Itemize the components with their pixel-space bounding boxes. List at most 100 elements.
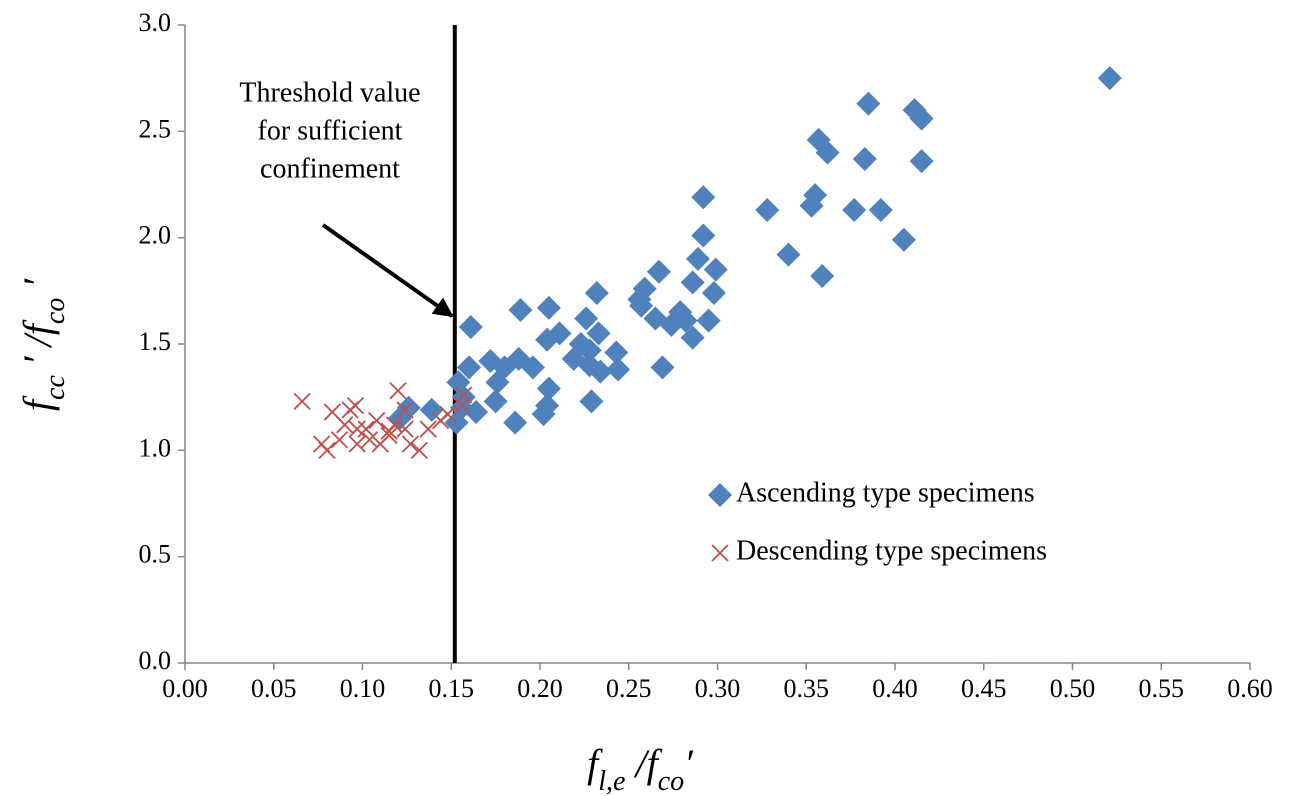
data-point [348, 420, 366, 438]
xlabel-part: co [658, 766, 684, 796]
legend-label: Descending type specimens [736, 535, 1047, 566]
data-point [485, 370, 510, 395]
x-tick-label: 0.60 [1227, 674, 1273, 703]
data-point [868, 198, 893, 223]
ylabel: fcc ′ /fco ′ [15, 278, 71, 411]
x-tick-label: 0.30 [695, 674, 741, 703]
data-point [330, 431, 349, 449]
x-tick-label: 0.20 [517, 674, 563, 703]
data-point [531, 402, 556, 427]
xlabel-part: l,e [598, 766, 625, 796]
x-tick-label: 0.45 [961, 674, 1007, 703]
y-tick-label: 1.0 [139, 433, 172, 462]
legend-label: Ascending type specimens [736, 477, 1035, 508]
data-point [346, 397, 365, 415]
x-tick-label: 0.05 [251, 674, 297, 703]
data-point [348, 435, 366, 453]
ylabel-part: co [40, 298, 71, 324]
data-point [691, 223, 716, 248]
data-point [457, 355, 481, 380]
data-point [776, 242, 801, 267]
data-point [455, 386, 473, 404]
data-point [483, 389, 508, 414]
ylabel-part: ′ /f [15, 319, 60, 375]
data-point [536, 295, 561, 320]
xlabel-part: ′ [684, 741, 694, 786]
data-point [293, 392, 311, 411]
data-point [680, 325, 705, 350]
xlabel: fl,e /fco′ [587, 741, 694, 796]
x-tick-label: 0.35 [784, 674, 830, 703]
legend-marker [711, 544, 729, 562]
ylabel-part: ′ [15, 278, 60, 298]
data-point [810, 263, 835, 288]
data-point [419, 397, 444, 422]
data-point [696, 308, 721, 333]
x-tick-label: 0.10 [340, 674, 386, 703]
x-tick-label: 0.25 [606, 674, 652, 703]
y-tick-label: 0.0 [139, 646, 172, 675]
data-point [396, 420, 414, 438]
data-point [368, 411, 386, 430]
data-point [419, 420, 437, 438]
data-point [856, 91, 881, 116]
data-point [410, 441, 428, 459]
data-point [842, 198, 867, 223]
data-point [451, 385, 476, 410]
data-point [701, 280, 726, 305]
data-point [668, 300, 693, 325]
legend-marker [708, 483, 732, 507]
data-point [755, 198, 780, 223]
data-point [579, 389, 604, 414]
data-point [586, 321, 611, 346]
data-point [396, 401, 414, 419]
data-point [584, 280, 609, 305]
y-tick-label: 2.5 [139, 114, 172, 143]
data-point [588, 359, 613, 384]
data-point [799, 193, 824, 218]
data-point [380, 422, 398, 440]
data-point [453, 397, 471, 415]
data-point [646, 259, 671, 284]
x-tick-label: 0.50 [1050, 674, 1096, 703]
data-point [685, 246, 710, 271]
data-point [535, 327, 560, 352]
data-point [680, 270, 705, 295]
y-tick-label: 1.5 [139, 327, 172, 356]
data-point [629, 293, 654, 318]
data-point [577, 338, 602, 363]
x-tick-label: 0.40 [872, 674, 918, 703]
data-point [503, 410, 528, 435]
y-tick-label: 3.0 [139, 8, 172, 37]
annotation-arrow [321, 223, 454, 318]
data-point [336, 416, 354, 434]
data-point [357, 420, 375, 438]
data-point [380, 426, 398, 445]
data-point [909, 149, 934, 174]
x-tick-label: 0.15 [429, 674, 475, 703]
data-point [909, 106, 934, 131]
data-point [1097, 66, 1122, 91]
data-point [703, 257, 728, 282]
annotation: for sufficient [258, 115, 403, 146]
annotation: Threshold value [239, 77, 420, 108]
data-point [508, 297, 533, 322]
data-point [389, 382, 407, 400]
data-point [604, 340, 629, 365]
y-tick-label: 0.5 [139, 540, 172, 569]
data-point [852, 146, 877, 171]
x-tick-label: 0.00 [162, 674, 208, 703]
data-point [536, 376, 561, 401]
x-tick-label: 0.55 [1139, 674, 1185, 703]
data-point [891, 227, 916, 252]
y-tick-label: 2.0 [139, 221, 172, 250]
data-point [650, 355, 675, 380]
data-point [606, 357, 631, 382]
data-point [458, 314, 483, 339]
data-point [815, 140, 840, 165]
annotation: confinement [260, 153, 400, 184]
xlabel-part: /f [625, 741, 662, 786]
ylabel-part: cc [40, 375, 71, 400]
